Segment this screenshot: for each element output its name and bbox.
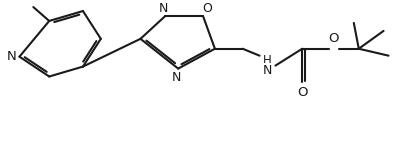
Text: N: N — [6, 50, 16, 63]
Text: N: N — [171, 71, 181, 84]
Text: H: H — [262, 54, 271, 67]
Text: O: O — [202, 2, 211, 15]
Text: O: O — [328, 32, 339, 45]
Text: O: O — [296, 86, 307, 99]
Text: N: N — [262, 64, 271, 77]
Text: N: N — [158, 2, 168, 15]
